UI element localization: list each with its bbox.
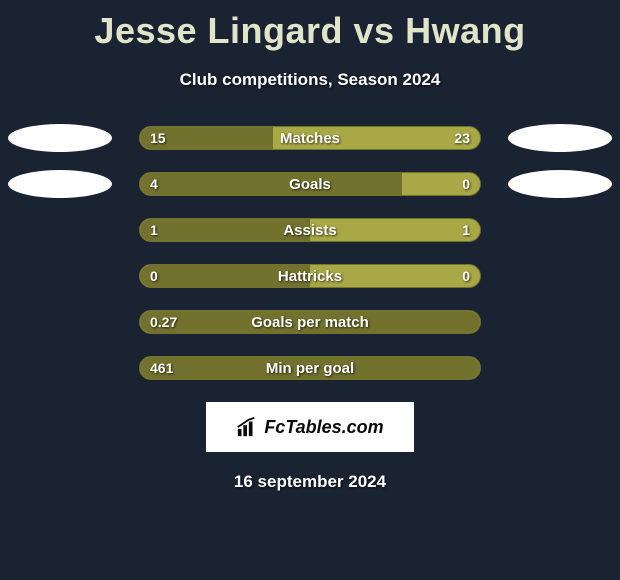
stat-bar: 0Hattricks0: [139, 264, 481, 288]
stat-row: 0.27Goals per match: [0, 310, 620, 334]
stat-bar: 1Assists1: [139, 218, 481, 242]
stat-bar-left: [140, 265, 310, 287]
stat-row: 15Matches23: [0, 126, 620, 150]
comparison-chart: 15Matches23 4Goals0 1Assists1 0Hattricks0 0.…: [0, 126, 620, 380]
player-ellipse-right: [508, 124, 612, 152]
stat-row: 0Hattricks0: [0, 264, 620, 288]
player-ellipse-left: [8, 124, 112, 152]
stat-bar-left: [140, 311, 480, 333]
stat-bar-left: [140, 173, 402, 195]
stat-row: 1Assists1: [0, 218, 620, 242]
stat-bar: 461Min per goal: [139, 356, 481, 380]
stat-value-right: 0: [462, 173, 470, 195]
stat-bar: 0.27Goals per match: [139, 310, 481, 334]
source-logo: FcTables.com: [206, 402, 414, 452]
stat-row: 461Min per goal: [0, 356, 620, 380]
page-title: Jesse Lingard vs Hwang: [0, 0, 620, 52]
stat-bar-left: [140, 127, 273, 149]
chart-icon: [236, 416, 258, 438]
player-ellipse-right: [508, 170, 612, 198]
stat-row: 4Goals0: [0, 172, 620, 196]
stat-bar: 4Goals0: [139, 172, 481, 196]
date-label: 16 september 2024: [0, 472, 620, 492]
stat-value-right: 0: [462, 265, 470, 287]
stat-bar: 15Matches23: [139, 126, 481, 150]
stat-bar-left: [140, 357, 480, 379]
stat-bar-left: [140, 219, 310, 241]
stat-value-right: 23: [454, 127, 470, 149]
stat-value-right: 1: [462, 219, 470, 241]
player-ellipse-left: [8, 170, 112, 198]
logo-text: FcTables.com: [264, 417, 383, 438]
subtitle: Club competitions, Season 2024: [0, 70, 620, 90]
